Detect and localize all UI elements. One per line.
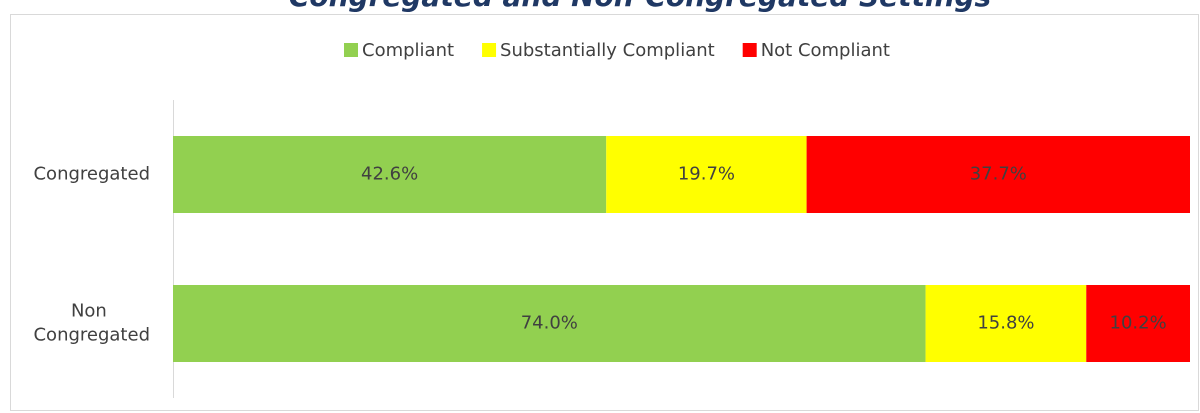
y-tick-label: Non Congregated [33,301,150,346]
legend-swatch [344,43,359,57]
legend-label: Substantially Compliant [500,40,715,61]
legend-swatch [742,43,757,57]
bar-segment [606,136,807,213]
bar-segment [173,285,926,362]
data-label: 42.6% [361,164,418,185]
data-label: 74.0% [521,313,578,334]
y-tick-label-line: Congregated [33,325,150,346]
chart-title: Congregated and Non-Congregated Settings [289,0,991,13]
data-label: 37.7% [970,164,1027,185]
legend-swatch [482,43,497,57]
data-label: 10.2% [1110,313,1167,334]
data-label: 19.7% [678,164,735,185]
legend-label: Not Compliant [761,40,890,61]
y-tick-label: Congregated [33,164,150,185]
bar-segment [1086,285,1190,362]
bar-segment [806,136,1190,213]
data-label: 15.8% [977,313,1034,334]
y-tick-label-line: Non [71,301,113,322]
bar-segment [925,285,1087,362]
legend-label: Compliant [362,40,454,61]
bar-segment [173,136,607,213]
